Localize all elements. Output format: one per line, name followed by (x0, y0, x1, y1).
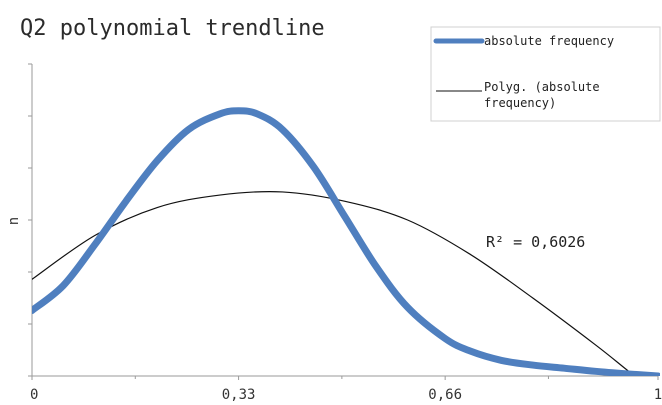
x-tick-label: 0,66 (428, 387, 462, 403)
legend-label-polynomial-line1: Polyg. (absolute (484, 80, 600, 94)
legend: absolute frequency Polyg. (absolute freq… (430, 26, 661, 122)
legend-label-absolute-frequency: absolute frequency (484, 34, 614, 48)
series-line-absolute-frequency (32, 107, 660, 376)
x-tick-label: 1 (654, 387, 662, 403)
plot-area (32, 107, 660, 376)
r-squared-annotation: R² = 0,6026 (486, 233, 585, 251)
chart-title: Q2 polynomial trendline (20, 16, 325, 41)
y-axis-label: n (6, 217, 22, 225)
x-tick-label: 0,33 (222, 387, 256, 403)
legend-label-polynomial-line2: frequency) (484, 96, 556, 110)
x-axis-ticks (31, 376, 659, 380)
y-axis-ticks (28, 63, 32, 377)
x-axis-tick-labels: 0 0,33 0,66 1 (30, 387, 662, 403)
series-line-polynomial-trendline (32, 191, 636, 376)
x-tick-label: 0 (30, 387, 38, 403)
